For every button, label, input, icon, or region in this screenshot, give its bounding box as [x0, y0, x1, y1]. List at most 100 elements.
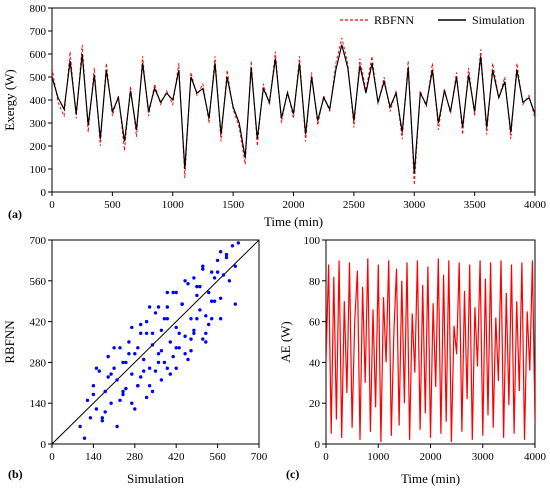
y-tick-label: 500	[30, 72, 47, 84]
simulation-series-line	[52, 44, 535, 174]
x-tick-label: 1000	[162, 199, 185, 211]
scatter-point	[204, 340, 208, 344]
scatter-point	[133, 407, 137, 411]
scatter-point	[97, 369, 102, 373]
scatter-point	[192, 328, 196, 332]
scatter-point	[153, 311, 158, 315]
scatter-point	[121, 360, 125, 365]
scatter-point	[127, 352, 131, 356]
reference-line	[52, 240, 259, 444]
scatter-point	[174, 346, 178, 350]
scatter-point	[147, 366, 152, 370]
scatter-point	[224, 252, 229, 257]
scatter-point	[130, 325, 134, 330]
y-axis-label: Exergy (W)	[2, 69, 17, 130]
scatter-point	[177, 346, 181, 350]
scatter-point	[180, 302, 184, 306]
panel-b-scatter-rbfnn-vs-simulation: 0 140 280 420 560 700 0 140 280 420 560 700 Simulati…	[2, 235, 268, 486]
scatter-point	[174, 290, 178, 295]
scatter-point	[201, 264, 205, 268]
scatter-point	[112, 366, 116, 370]
scatter-point	[177, 331, 181, 335]
scatter-point	[94, 407, 99, 411]
scatter-point	[201, 337, 205, 341]
x-tick-label: 2500	[343, 199, 366, 211]
panel-label: (c)	[286, 467, 299, 481]
scatter-point	[192, 276, 196, 280]
panel-c-absolute-error: 0 1000 2000 3000 4000 0 20 40 60 80 100 Time (min) A…	[278, 235, 547, 486]
scatter-point	[150, 343, 155, 347]
scatter-point	[210, 270, 214, 274]
plot-frame	[51, 239, 260, 445]
y-axis-label: RBFNN	[2, 320, 17, 364]
scatter-point	[91, 384, 96, 388]
scatter-point	[233, 302, 237, 306]
x-tick-label: 280	[127, 451, 144, 463]
x-tick-label: 4000	[524, 451, 547, 463]
y-tick-label: 200	[30, 141, 47, 153]
y-tick-label: 140	[30, 398, 47, 410]
scatter-point	[218, 317, 223, 321]
scatter-point	[186, 357, 190, 362]
scatter-point	[168, 340, 172, 344]
scatter-point	[100, 419, 105, 423]
scatter-point	[150, 389, 155, 394]
scatter-point	[183, 279, 187, 283]
panel-label: (b)	[8, 467, 23, 481]
legend: RBFNN Simulation	[340, 13, 525, 27]
scatter-point	[118, 398, 122, 402]
scatter-point	[171, 290, 175, 295]
scatter-point	[207, 290, 211, 295]
scatter-point	[144, 331, 149, 335]
scatter-point	[159, 349, 164, 353]
scatter-point	[162, 360, 167, 365]
plot-area	[326, 258, 535, 443]
scatter-point	[198, 284, 202, 289]
scatter-point	[156, 305, 161, 309]
scatter-point	[130, 401, 134, 405]
scatter-point	[210, 317, 214, 321]
scatter-point	[227, 279, 232, 283]
scatter-point	[153, 369, 158, 373]
scatter-point	[103, 410, 107, 414]
x-tick-label: 0	[49, 451, 55, 463]
plot-area	[52, 37, 535, 186]
x-tick-label: 1500	[222, 199, 245, 211]
x-tick-label: 1000	[367, 451, 390, 463]
scatter-point	[230, 244, 235, 248]
x-tick-label: 140	[85, 451, 102, 463]
x-tick-label: 420	[168, 451, 185, 463]
scatter-point	[103, 389, 107, 394]
scatter-point	[189, 349, 193, 353]
ae-series-line	[326, 258, 535, 443]
scatter-point	[207, 322, 211, 327]
scatter-point	[91, 392, 96, 397]
scatter-point	[156, 360, 161, 365]
scatter-point	[130, 372, 134, 376]
scatter-point	[136, 384, 140, 388]
scatter-point	[198, 308, 202, 312]
y-tick-label: 60	[309, 317, 321, 329]
scatter-point	[192, 331, 196, 335]
scatter-point	[100, 416, 105, 420]
scatter-point	[224, 255, 229, 260]
scatter-point	[236, 241, 240, 245]
panel-a-exergy-time-series: 0 500 1000 1500 2000 2500 3000 3500 4000 0 100 200 3…	[2, 3, 547, 229]
scatter-point	[162, 317, 167, 321]
scatter-point	[183, 334, 187, 338]
scatter-point	[115, 424, 119, 429]
scatter-point	[159, 378, 164, 382]
scatter-point	[165, 305, 169, 309]
scatter-point	[165, 366, 169, 370]
x-axis-label: Simulation	[127, 471, 185, 486]
scatter-point	[156, 352, 161, 356]
scatter-point	[106, 354, 110, 359]
scatter-point	[136, 346, 140, 350]
scatter-point	[221, 273, 226, 277]
scatter-point	[139, 322, 143, 327]
scatter-point	[139, 375, 143, 379]
scatter-point	[106, 375, 110, 379]
scatter-point	[144, 319, 149, 324]
scatter-point	[124, 360, 128, 365]
